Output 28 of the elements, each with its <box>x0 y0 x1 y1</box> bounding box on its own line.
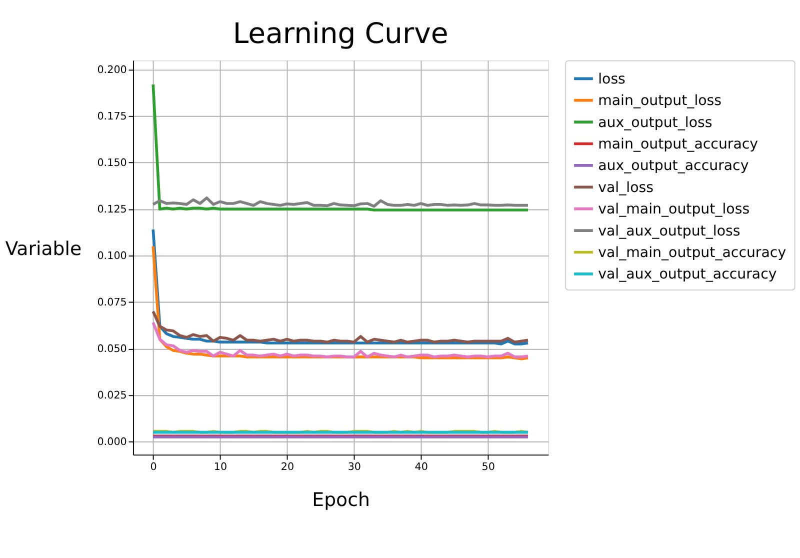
y-tick-label: 0.100 <box>97 250 127 262</box>
y-axis-title: Variable <box>5 238 82 260</box>
legend-label: val_loss <box>598 180 654 196</box>
legend-label: aux_output_loss <box>598 114 712 131</box>
legend-label: val_aux_output_accuracy <box>598 266 777 283</box>
y-tick-label: 0.025 <box>97 389 127 402</box>
x-tick-label: 50 <box>482 461 495 474</box>
legend-label: main_output_loss <box>598 93 722 110</box>
y-tick-label: 0.000 <box>97 436 127 448</box>
x-tick-label: 40 <box>414 461 428 474</box>
legend-label: main_output_accuracy <box>598 136 758 152</box>
x-axis-title: Epoch <box>312 489 370 512</box>
chart-title: Learning Curve <box>232 16 448 50</box>
y-tick-label: 0.175 <box>97 110 127 122</box>
legend-label: val_main_output_loss <box>598 202 750 218</box>
x-tick-label: 30 <box>348 461 362 474</box>
y-tick-label: 0.050 <box>97 342 127 355</box>
legend-label: val_main_output_accuracy <box>598 244 786 261</box>
y-tick-label: 0.200 <box>97 64 127 76</box>
y-tick-label: 0.125 <box>97 203 127 216</box>
legend-label: loss <box>598 71 626 88</box>
y-tick-label: 0.150 <box>97 156 127 169</box>
legend-label: val_aux_output_loss <box>598 223 740 240</box>
legend-label: aux_output_accuracy <box>598 158 749 174</box>
y-tick-label: 0.075 <box>97 296 127 308</box>
x-tick-label: 0 <box>150 461 157 474</box>
x-tick-label: 10 <box>214 461 228 474</box>
x-tick-label: 20 <box>280 461 294 474</box>
